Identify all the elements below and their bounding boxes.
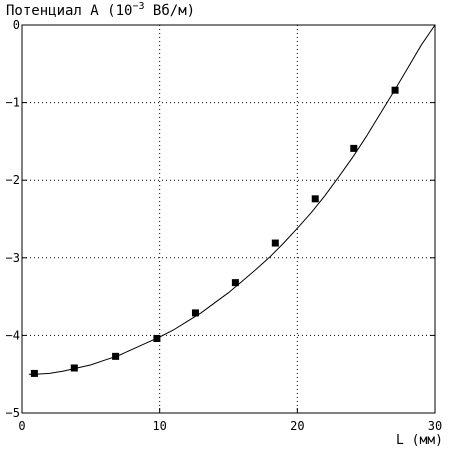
y-tick-label: −1: [6, 96, 20, 110]
x-tick-label: 20: [290, 419, 304, 433]
grid-lines: [22, 25, 435, 413]
y-tick-label: 0: [13, 18, 20, 32]
x-axis-label: L (мм): [396, 433, 443, 448]
data-point: [30, 369, 38, 377]
data-point: [271, 239, 279, 247]
y-tick-label: −4: [6, 328, 20, 342]
tick-marks: [21, 24, 436, 414]
data-point: [350, 144, 358, 152]
y-tick-label: −5: [6, 406, 20, 420]
chart-title-prefix: Потенциал A (10: [6, 3, 132, 19]
plot-frame: [21, 24, 436, 414]
data-point: [112, 352, 120, 360]
x-tick-label: 30: [428, 419, 442, 433]
data-point: [191, 309, 199, 317]
y-tick-label: −3: [6, 251, 20, 265]
chart-title-suffix: Вб/м): [144, 3, 195, 19]
data-point: [231, 279, 239, 287]
y-tick-label: −2: [6, 173, 20, 187]
fit-curve: [28, 24, 436, 375]
x-tick-label: 0: [18, 419, 25, 433]
data-point: [70, 364, 78, 372]
x-tick-label: 10: [152, 419, 166, 433]
chart-title-exponent: −3: [132, 1, 144, 12]
data-point: [311, 195, 319, 203]
data-markers: [30, 86, 399, 377]
x-tick-labels: 0 10 20 30: [18, 419, 442, 433]
data-point: [153, 335, 161, 343]
data-point: [391, 86, 399, 94]
y-tick-labels: 0 −1 −2 −3 −4 −5: [6, 18, 20, 420]
chart-title: Потенциал A (10−3 Вб/м): [6, 1, 195, 19]
